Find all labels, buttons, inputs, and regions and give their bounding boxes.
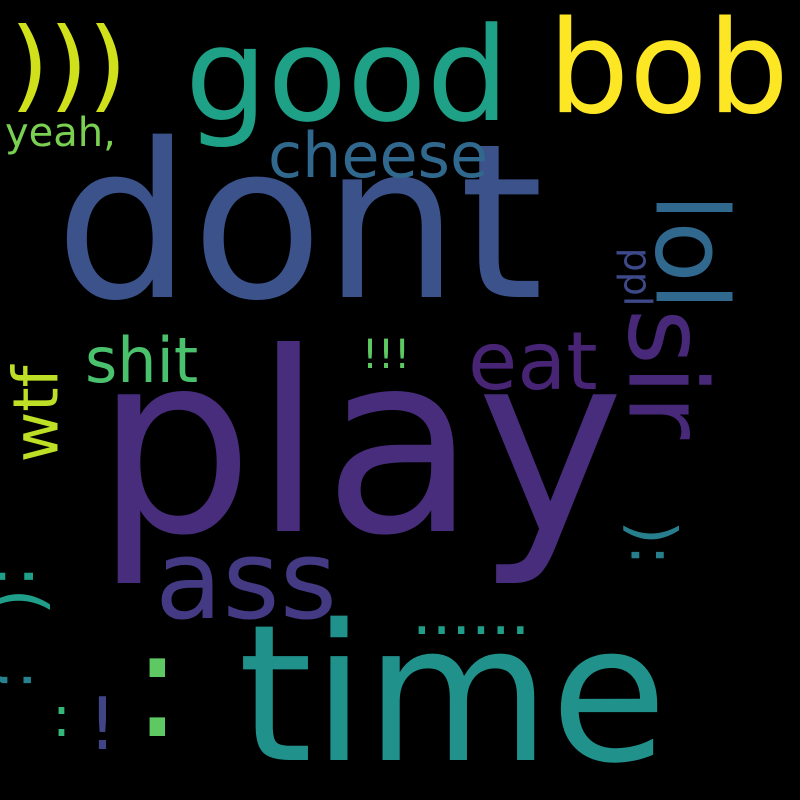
word-shit: shit — [85, 324, 199, 397]
word-good: good — [185, 0, 510, 151]
word-dots: ...... — [412, 576, 531, 649]
word-wtf: wtf — [0, 365, 73, 463]
word-ass: ass — [155, 516, 338, 644]
word-colon-small: : — [52, 685, 71, 750]
word-play: play — [95, 299, 625, 590]
word-sir: sir — [603, 308, 729, 440]
word-yeah: yeah, — [5, 110, 116, 156]
word-eat: eat — [468, 315, 598, 408]
word-bob: bob — [548, 0, 789, 143]
word-sad-face: :( — [0, 564, 62, 616]
word-parens: ))) — [10, 6, 128, 123]
word-ppl: ppl — [615, 247, 660, 307]
word-semicolon: ; — [0, 670, 55, 690]
word-colon-large: : — [132, 598, 183, 772]
word-dont: dont — [55, 97, 544, 348]
word-triple-exclamation: !!! — [362, 332, 411, 378]
word-cheese: cheese — [268, 119, 489, 192]
word-reverse-face: ): — [616, 520, 690, 566]
word-exclamation: ! — [88, 682, 117, 766]
word-time: time — [238, 584, 668, 800]
